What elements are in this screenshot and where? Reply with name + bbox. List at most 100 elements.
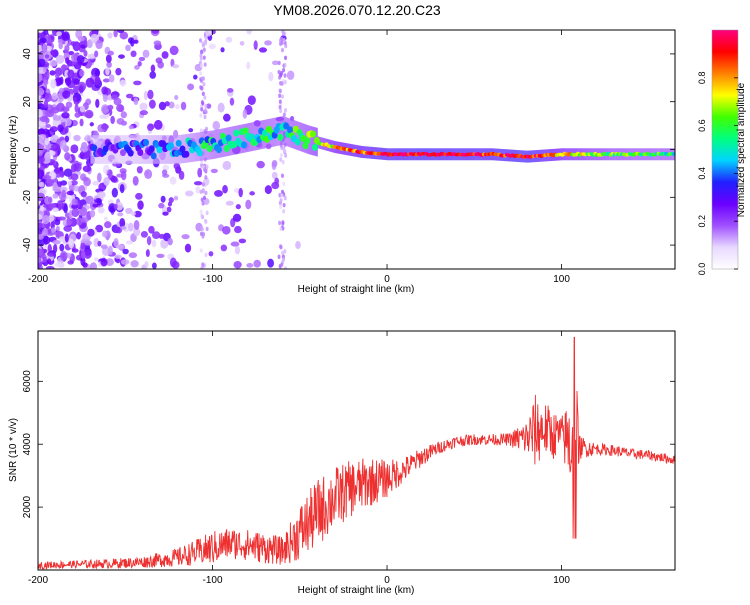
spectrogram-noise-blob [128,252,138,259]
spectrogram-noise-blob [38,148,43,158]
snr-x-tick-label: 0 [384,575,390,586]
spectrogram-noise-blob [232,213,242,222]
spectrogram-noise-blob [97,240,102,247]
spectrogram-noise-blob [282,68,286,73]
spectrogram-noise-blob [43,99,49,108]
spectrogram-noise-blob [133,219,140,230]
spectrogram-noise-blob [138,56,146,62]
spectrogram-noise-blob [230,241,240,247]
spectrogram-noise-blob [286,70,295,81]
spectrogram-noise-blob [125,207,133,215]
spectrogram-noise-blob [83,248,92,259]
spectrogram-noise-blob [204,104,208,109]
spectrogram-ridge-point [196,149,203,157]
spectrogram-noise-blob [172,64,180,69]
spectrogram-noise-blob [51,106,60,114]
spectrogram-noise-blob [70,144,79,154]
spectrogram-ridge-halo [187,133,190,163]
colorbar-tick-label: 0.4 [697,167,707,180]
spectrogram-noise-blob [181,234,190,240]
spectrogram-ridge-point [179,145,186,153]
spectrogram-noise-blob [284,153,288,158]
spectrogram-noise-blob [277,254,281,260]
spectrogram-noise-blob [49,59,58,67]
spectrogram-noise-blob [50,78,57,89]
spectrogram-noise-blob [280,36,284,41]
spectrogram-noise-blob [119,183,125,194]
spectrogram-ridge-point [137,148,144,156]
spectrogram-noise-blob [277,60,281,66]
spectrogram-noise-blob [117,212,124,217]
spectrogram-inner [38,30,675,269]
spectrogram-noise-blob [200,159,204,165]
spectrogram-noise-blob [204,175,208,180]
spectrogram-y-tick-label: 0 [22,146,33,152]
spectrogram-ridge-halo [217,129,219,159]
spectrogram-noise-blob [258,47,267,53]
spectrogram-noise-blob [201,43,205,48]
spectrogram-noise-blob [63,168,73,177]
spectrogram-ridge-halo [279,116,282,146]
spectrogram-noise-blob [92,180,100,186]
spectrogram-noise-blob [57,124,64,132]
spectrogram-noise-blob [283,249,287,254]
spectrogram-noise-blob [199,71,203,76]
spectrogram-x-tick-label: 100 [553,274,570,285]
spectrogram-noise-blob [281,160,285,165]
spectrogram-noise-blob [200,63,204,69]
spectrogram-noise-blob [76,55,85,64]
spectrogram-ridge-halo [283,116,285,145]
spectrogram-noise-blob [78,85,84,94]
spectrogram-noise-blob [199,189,203,194]
spectrogram-noise-blob [146,123,154,131]
spectrogram-noise-blob [73,78,80,86]
spectrogram-noise-blob [199,209,203,214]
spectrogram-noise-blob [139,110,148,116]
spectrogram-noise-blob [85,77,95,88]
colorbar-tick-label: 0.8 [697,72,707,85]
colorbar-tick-label: 0.2 [697,215,707,228]
spectrogram-noise-blob [279,157,283,162]
spectrogram-ridge-halo [199,132,201,161]
spectrogram-noise-blob [97,172,102,183]
spectrogram-noise-blob [233,261,242,269]
spectrogram-noise-blob [199,248,203,253]
spectrogram-noise-blob [267,258,275,268]
spectrogram-noise-blob [278,99,282,104]
spectrogram-noise-blob [222,225,231,235]
spectrogram-noise-blob [57,39,63,44]
spectrogram-noise-blob [61,112,70,119]
spectrogram-y-axis-label: Frequency (Hz) [8,116,19,185]
spectrogram-ridge-point [206,144,213,152]
spectrogram-noise-blob [226,88,234,93]
spectrogram-noise-blob [80,191,87,198]
spectrogram-ridge-point [119,149,126,157]
spectrogram-noise-blob [46,258,52,265]
spectrogram-ridge-halo [142,135,145,164]
spectrogram-ridge-halo [296,121,299,150]
spectrogram-noise-blob [104,221,112,229]
colorbar: 0.0 0.2 0.4 0.6 0.8 Normalized spectral ampl… [697,29,747,275]
snr-series-line [38,336,675,570]
spectrogram-noise-blob [55,225,60,232]
spectrogram-noise-blob [132,175,139,186]
spectrogram-noise-blob [51,143,61,152]
spectrogram-y-tick-label: 40 [22,48,33,60]
spectrogram-noise-blob [247,95,256,106]
spectrogram-noise-blob [133,210,142,218]
spectrogram-noise-blob [201,187,205,193]
spectrogram-noise-blob [279,226,283,232]
spectrogram-noise-blob [284,43,288,49]
spectrogram-y-tick-label: 20 [22,96,33,108]
spectrogram-noise-blob [93,257,99,262]
spectrogram-noise-blob [208,251,214,257]
spectrogram-noise-blob [199,38,203,43]
spectrogram-noise-blob [71,208,80,218]
spectrogram-noise-blob [151,239,157,248]
spectrogram-noise-blob [125,44,131,52]
spectrogram-noise-blob [60,180,68,186]
spectrogram-noise-blob [284,266,288,269]
spectrogram-noise-blob [64,135,70,143]
spectrogram-noise-blob [52,207,59,213]
